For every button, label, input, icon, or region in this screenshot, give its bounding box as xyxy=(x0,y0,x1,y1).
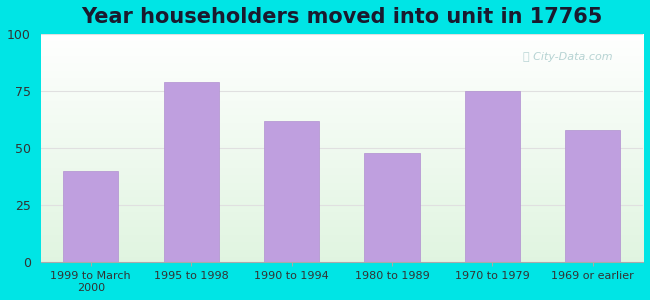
Bar xyxy=(365,153,420,262)
Bar xyxy=(566,130,621,262)
Bar xyxy=(63,171,118,262)
Bar xyxy=(264,121,319,262)
Bar xyxy=(465,91,520,262)
Bar xyxy=(164,82,219,262)
Title: Year householders moved into unit in 17765: Year householders moved into unit in 177… xyxy=(81,7,603,27)
Text: ⓘ City-Data.com: ⓘ City-Data.com xyxy=(523,52,612,62)
